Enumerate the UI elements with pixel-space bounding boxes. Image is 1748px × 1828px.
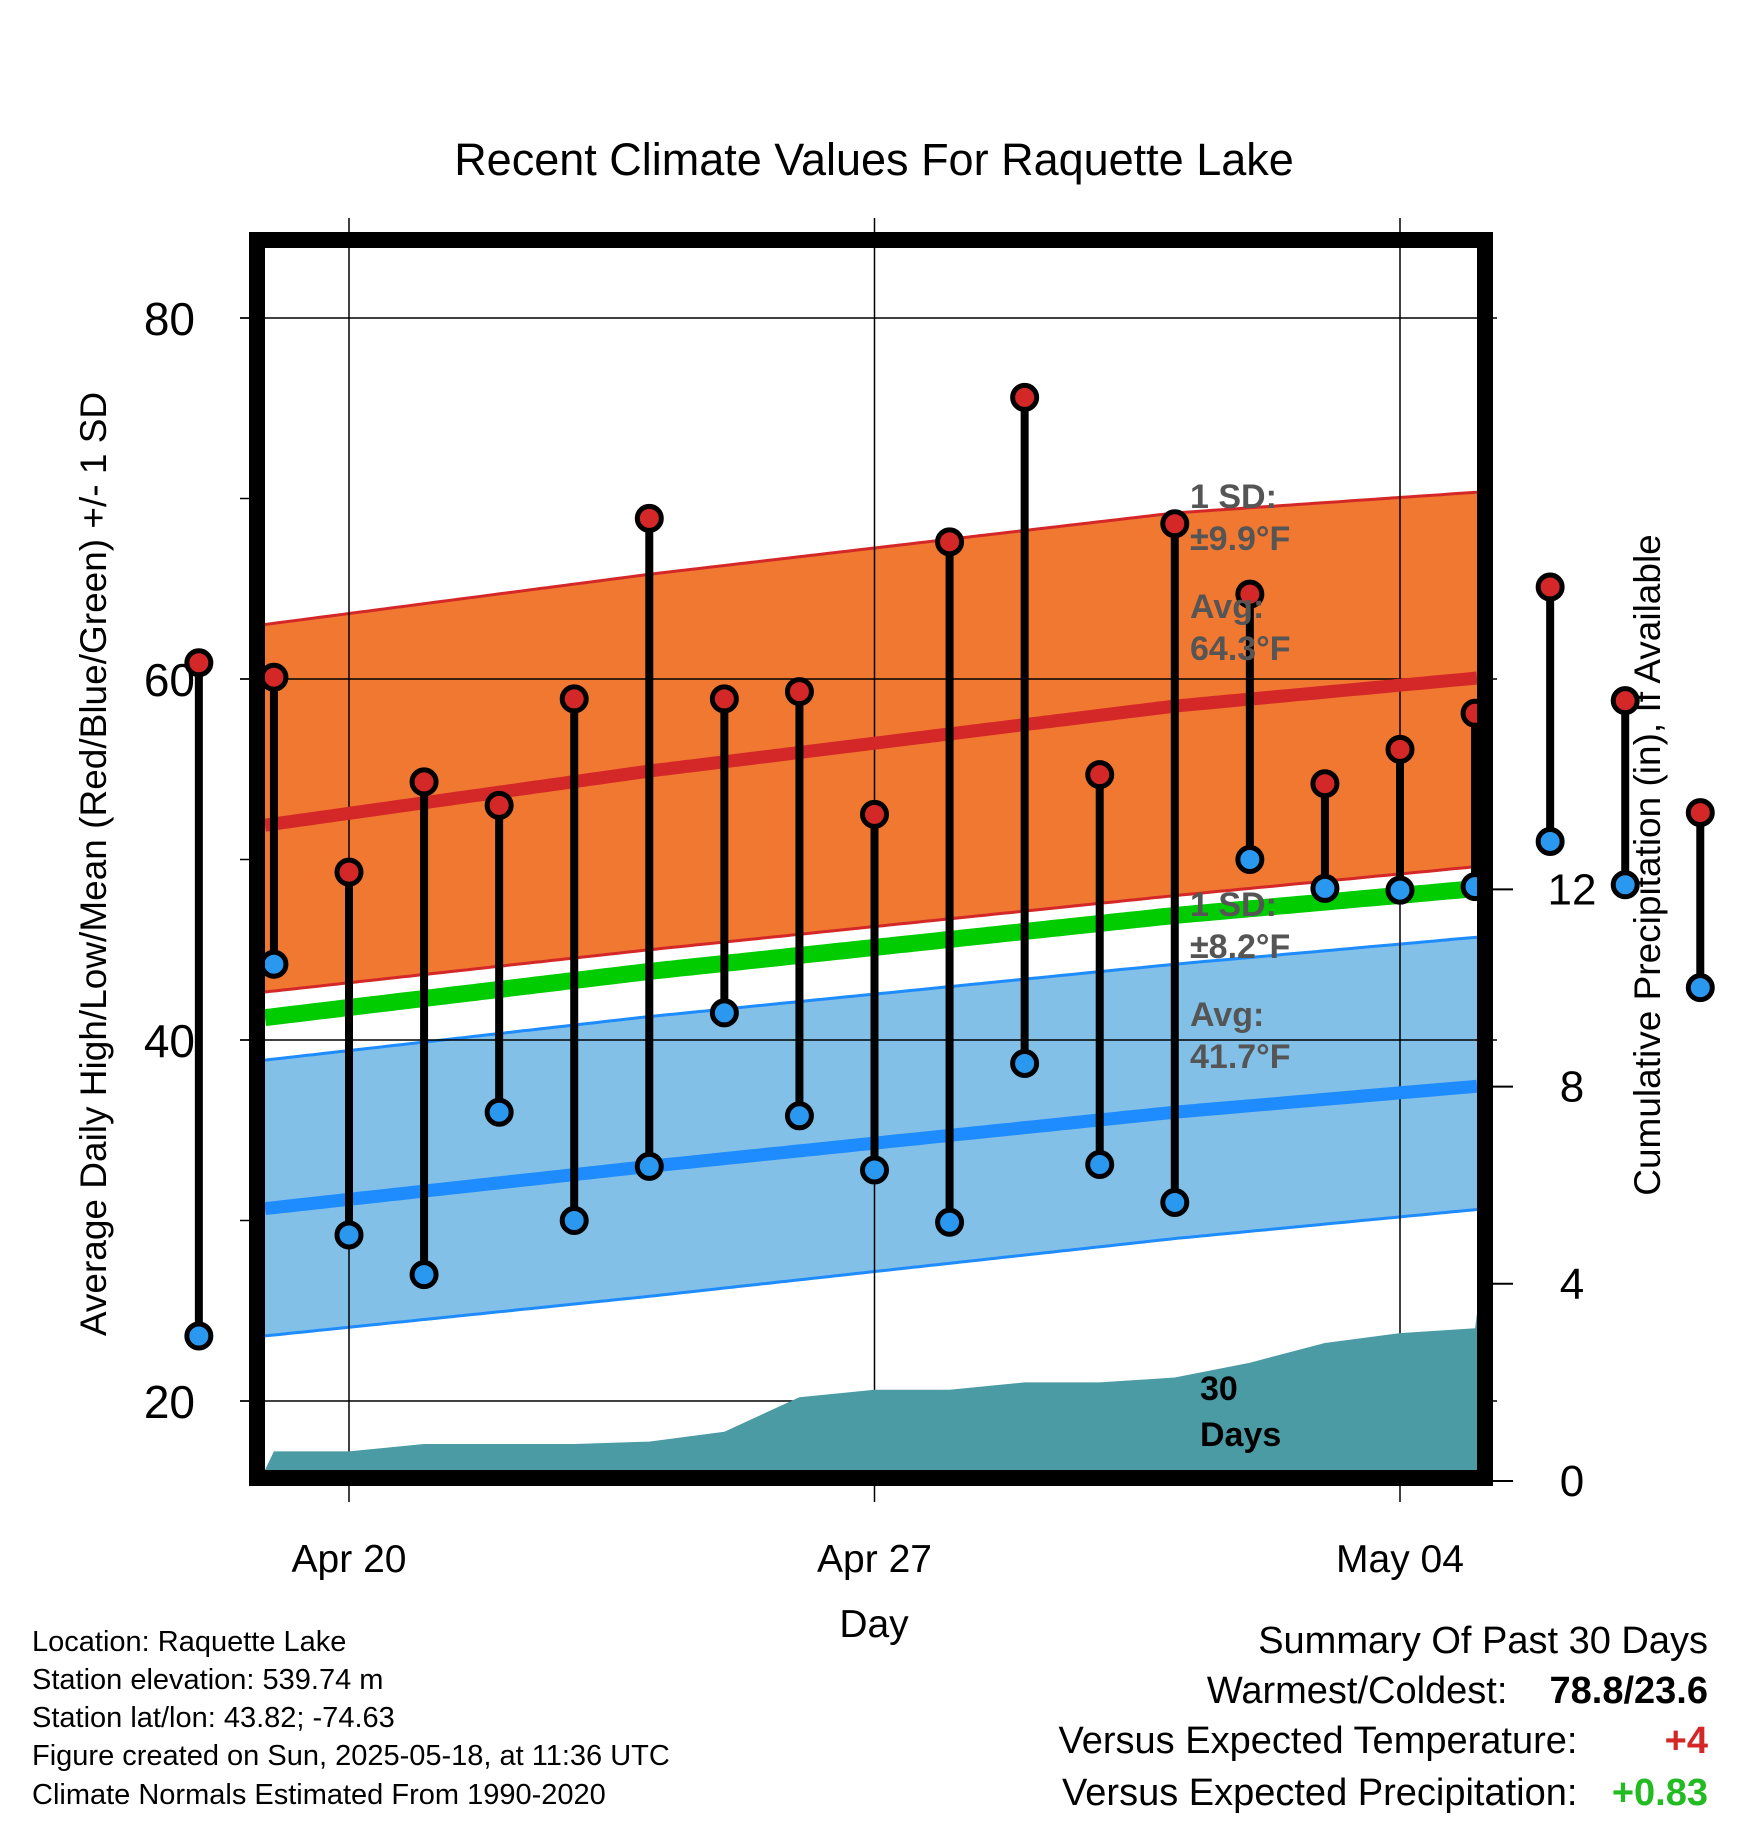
daily-high-point [860, 799, 889, 829]
summary-precip: Versus Expected Precipitation: +0.83 [1062, 1772, 1708, 1815]
daily-high-point [1010, 382, 1040, 412]
days-count-label: 30 [1200, 1370, 1238, 1408]
daily-high-point [1685, 798, 1715, 828]
daily-high-point [1085, 760, 1115, 790]
temp-label: Versus Expected Temperature: [1058, 1720, 1578, 1762]
annotation-value: ±9.9°F [1190, 520, 1290, 558]
days-count-unit: Days [1200, 1416, 1281, 1454]
daily-high-point [259, 662, 289, 692]
low-sd-band-lower-edge [264, 1208, 1478, 1338]
annotation-value: 41.7°F [1190, 1038, 1291, 1076]
daily-high-point [484, 790, 514, 820]
daily-low-point [334, 1220, 364, 1250]
daily-low-point [1160, 1187, 1190, 1217]
latlon-label: Station lat/lon: 43.82; -74.63 [32, 1702, 395, 1734]
location-label: Location: Raquette Lake [32, 1626, 347, 1658]
daily-low-point [1535, 826, 1565, 856]
daily-low-point [1310, 873, 1340, 903]
annotation-label: 1 SD: [1190, 886, 1277, 924]
chart-title: Recent Climate Values For Raquette Lake [454, 134, 1294, 185]
y2-tick-label: 0 [1560, 1457, 1584, 1506]
daily-high-point [1535, 572, 1565, 602]
daily-high-point [784, 677, 814, 707]
x-tick-label: Apr 20 [292, 1538, 407, 1581]
x-tick-label: Apr 27 [817, 1538, 932, 1581]
y-tick-label: 40 [144, 1015, 195, 1067]
daily-high-point [1160, 509, 1190, 539]
warm-cold-value: 78.8/23.6 [1549, 1670, 1708, 1712]
normals-label: Climate Normals Estimated From 1990-2020 [32, 1779, 606, 1811]
y2-tick-label: 12 [1548, 865, 1597, 914]
annotation-value: 64.3°F [1190, 630, 1291, 668]
summary-temp: Versus Expected Temperature: +4 [1059, 1720, 1708, 1763]
daily-low-point [559, 1206, 589, 1235]
daily-low-point [484, 1097, 514, 1127]
daily-low-point [935, 1207, 965, 1237]
y-axis-label: Average Daily High/Low/Mean (Red/Blue/Gr… [73, 392, 114, 1336]
high-sd-band-upper-edge [264, 490, 1478, 626]
daily-high-point [1610, 686, 1640, 716]
daily-low-point [1235, 845, 1265, 874]
daily-low-point [1085, 1150, 1115, 1180]
daily-low-point [784, 1101, 814, 1131]
daily-high-point [709, 684, 739, 714]
precipitation-area [265, 1234, 1477, 1470]
daily-high-point [1385, 734, 1415, 764]
precip-value: +0.83 [1611, 1772, 1708, 1814]
daily-high-point [1310, 769, 1340, 799]
daily-high-point [184, 648, 214, 678]
y-tick-label: 20 [144, 1376, 195, 1428]
temp-value: +4 [1664, 1720, 1708, 1762]
x-axis-label: Day [839, 1603, 909, 1646]
y-tick-label: 80 [144, 293, 195, 345]
daily-low-point [634, 1151, 664, 1181]
elevation-label: Station elevation: 539.74 m [32, 1664, 384, 1696]
daily-low-point [860, 1155, 889, 1185]
high-normal-line [264, 671, 1478, 832]
daily-high-point [935, 527, 965, 557]
daily-low-point [709, 998, 739, 1028]
summary-title: Summary Of Past 30 Days [1258, 1620, 1708, 1662]
y-tick-label: 60 [144, 654, 195, 706]
annotation-label: 1 SD: [1190, 478, 1277, 516]
summary-warm-cold: Warmest/Coldest: 78.8/23.6 [1207, 1670, 1708, 1713]
created-label: Figure created on Sun, 2025-05-18, at 11… [32, 1740, 670, 1772]
daily-high-point [634, 503, 664, 533]
daily-high-point [334, 857, 364, 887]
plot-frame [249, 232, 1493, 1486]
y2-axis-label: Cumulative Precipitation (in), If Availa… [1627, 534, 1668, 1196]
x-tick-label: May 04 [1336, 1538, 1464, 1581]
daily-high-point [1235, 579, 1265, 609]
daily-low-point [1685, 973, 1715, 1003]
annotation-label: Avg: [1190, 996, 1264, 1034]
warm-cold-label: Warmest/Coldest: [1206, 1670, 1508, 1712]
annotation-value: ±8.2°F [1190, 928, 1290, 966]
daily-high-point [559, 684, 589, 714]
annotation-label: Avg: [1190, 588, 1264, 626]
daily-low-point [184, 1321, 214, 1351]
daily-high-point [409, 767, 439, 797]
precip-label: Versus Expected Precipitation: [1062, 1772, 1578, 1814]
daily-low-point [1385, 875, 1415, 905]
y2-tick-label: 8 [1560, 1063, 1584, 1112]
daily-low-point [1010, 1048, 1040, 1078]
daily-low-point [259, 949, 289, 979]
daily-low-point [1610, 870, 1640, 900]
y2-tick-label: 4 [1560, 1260, 1584, 1309]
daily-low-point [409, 1260, 439, 1290]
